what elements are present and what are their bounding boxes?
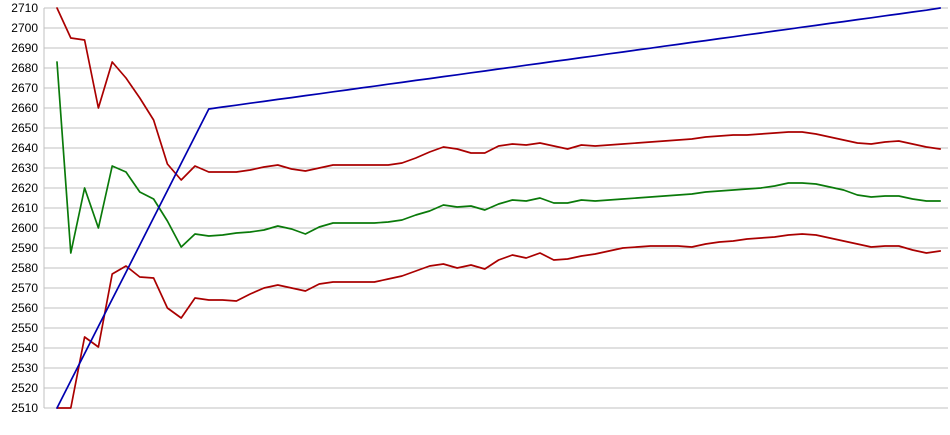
y-axis-tick-label: 2690 (11, 41, 38, 55)
y-axis-tick-label: 2560 (11, 301, 38, 315)
series-middle-line (56, 61, 942, 254)
y-axis-tick-label: 2580 (11, 261, 38, 275)
y-axis-tick-label: 2570 (11, 281, 38, 295)
y-axis-tick-label: 2680 (11, 61, 38, 75)
y-axis-tick-label: 2660 (11, 101, 38, 115)
y-axis-tick-label: 2520 (11, 381, 38, 395)
y-axis-tick-label: 2710 (11, 1, 38, 15)
series-upper-band (56, 7, 942, 181)
y-axis-tick-label: 2610 (11, 201, 38, 215)
y-axis-tick-label: 2590 (11, 241, 38, 255)
y-axis-tick-label: 2540 (11, 341, 38, 355)
y-axis-tick-label: 2550 (11, 321, 38, 335)
y-axis-tick-label: 2670 (11, 81, 38, 95)
y-axis-tick-label: 2630 (11, 161, 38, 175)
y-axis-tick-label: 2620 (11, 181, 38, 195)
y-axis-tick-label: 2510 (11, 401, 38, 415)
y-axis-tick-label: 2640 (11, 141, 38, 155)
y-axis-tick-label: 2530 (11, 361, 38, 375)
y-axis-tick-label: 2600 (11, 221, 38, 235)
series-lower-band (56, 233, 942, 409)
y-axis-tick-label: 2650 (11, 121, 38, 135)
y-axis-tick-label: 2700 (11, 21, 38, 35)
series-trend-line (56, 7, 942, 409)
